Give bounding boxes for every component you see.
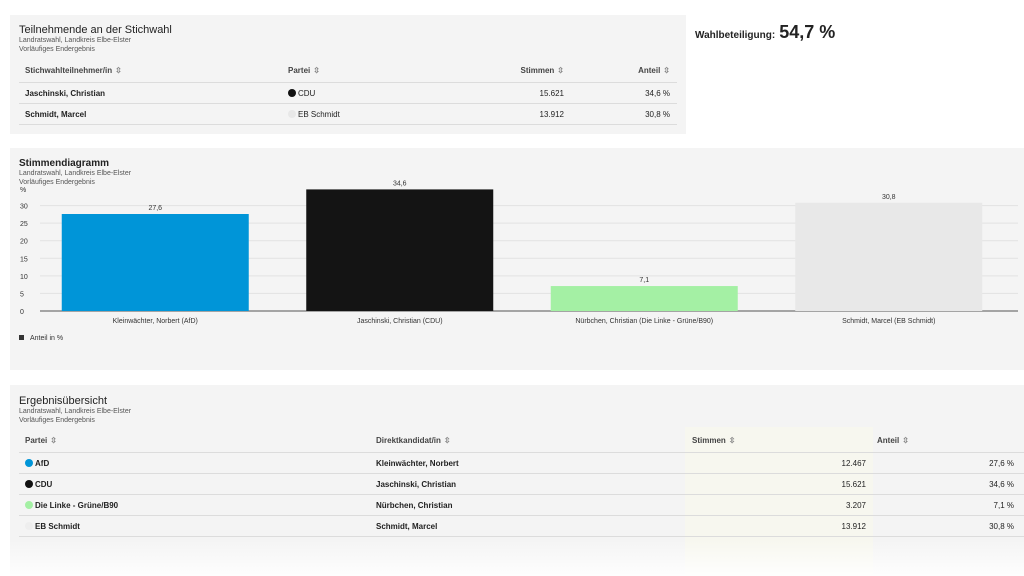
turnout-value: 54,7 %: [779, 22, 836, 42]
runoff-header-share[interactable]: Anteil ⇳: [638, 66, 670, 75]
runoff-row-party: CDU: [288, 89, 315, 98]
party-color-icon: [25, 459, 33, 467]
sort-icon: ⇳: [313, 66, 320, 75]
y-tick-label: 30: [20, 204, 28, 211]
overview-header-party[interactable]: Partei ⇳: [25, 436, 57, 445]
overview-row-party: Die Linke - Grüne/B90: [25, 501, 118, 510]
runoff-header-votes[interactable]: Stimmen ⇳: [520, 66, 565, 75]
divider: [19, 124, 677, 125]
x-tick-label: Kleinwächter, Norbert (AfD): [113, 318, 198, 325]
runoff-header-party[interactable]: Partei ⇳: [288, 66, 320, 75]
sort-icon: ⇳: [902, 436, 909, 445]
chart-panel: Stimmendiagramm Landratswahl, Landkreis …: [10, 148, 1024, 370]
overview-row-votes: 3.207: [845, 501, 866, 510]
overview-row-candidate: Nürbchen, Christian: [376, 501, 453, 510]
overview-row-share: 27,6 %: [989, 459, 1014, 468]
overview-row-party: CDU: [25, 480, 52, 489]
bar: [550, 286, 738, 311]
bar: [795, 202, 983, 311]
runoff-row-party: EB Schmidt: [288, 110, 340, 119]
sort-icon: ⇳: [728, 436, 736, 445]
chart-status: Vorläufiges Endergebnis: [19, 179, 95, 186]
bar-value-label: 7,1: [639, 277, 649, 284]
runoff-panel: Teilnehmende an der Stichwahl Landratswa…: [10, 15, 686, 134]
bar-chart: % 0 5 10 15 20 25 30 27,6 Kleinwächter, Norbert (…: [19, 180, 1018, 342]
overview-row-votes: 13.912: [841, 522, 866, 531]
divider: [19, 536, 1024, 537]
y-tick-label: 10: [20, 274, 28, 281]
overview-row-party: AfD: [25, 459, 49, 468]
runoff-row-candidate: Jaschinski, Christian: [25, 89, 106, 98]
overview-status: Vorläufiges Endergebnis: [19, 417, 95, 424]
y-tick-label: 5: [20, 291, 24, 298]
overview-row-votes: 15.621: [841, 480, 866, 489]
divider: [19, 452, 1024, 453]
y-axis-unit-label: %: [20, 187, 26, 194]
bar-value-label: 30,8: [882, 194, 896, 201]
runoff-subtitle: Landratswahl, Landkreis Elbe-Elster: [19, 37, 132, 44]
chart-subtitle: Landratswahl, Landkreis Elbe-Elster: [19, 170, 132, 177]
runoff-row-votes: 13.912: [539, 110, 564, 119]
overview-subtitle: Landratswahl, Landkreis Elbe-Elster: [19, 408, 132, 415]
overview-header-candidate[interactable]: Direktkandidat/in ⇳: [376, 436, 451, 445]
party-color-icon: [25, 501, 33, 509]
overview-row-share: 30,8 %: [989, 522, 1014, 531]
runoff-row-share: 30,8 %: [645, 110, 670, 119]
legend-swatch: [19, 335, 24, 340]
party-color-icon: [288, 89, 296, 97]
runoff-header-candidate[interactable]: Stichwahlteilnehmer/in ⇳: [25, 66, 122, 75]
overview-header-votes[interactable]: Stimmen ⇳: [692, 436, 736, 445]
overview-row-party: EB Schmidt: [25, 522, 80, 531]
runoff-status: Vorläufiges Endergebnis: [19, 46, 95, 53]
divider: [19, 103, 677, 104]
runoff-row-share: 34,6 %: [645, 89, 670, 98]
party-color-icon: [25, 480, 33, 488]
x-tick-label: Nürbchen, Christian (Die Linke - Grüne/B…: [575, 318, 713, 325]
sort-icon: ⇳: [663, 66, 670, 75]
divider: [19, 473, 1024, 474]
runoff-row-votes: 15.621: [539, 89, 564, 98]
legend-label: Anteil in %: [30, 335, 63, 342]
overview-row-share: 34,6 %: [989, 480, 1014, 489]
y-tick-label: 0: [20, 309, 24, 316]
overview-row-candidate: Kleinwächter, Norbert: [376, 459, 459, 468]
sort-icon: ⇳: [50, 436, 57, 445]
divider: [19, 82, 677, 83]
overview-row-share: 7,1 %: [993, 501, 1014, 510]
bar: [61, 214, 249, 311]
party-color-icon: [25, 522, 33, 530]
overview-row-candidate: Jaschinski, Christian: [376, 480, 457, 489]
turnout: Wahlbeteiligung: 54,7 %: [695, 22, 835, 43]
overview-row-candidate: Schmidt, Marcel: [376, 522, 438, 531]
sort-icon: ⇳: [115, 66, 122, 75]
divider: [19, 515, 1024, 516]
runoff-row-candidate: Schmidt, Marcel: [25, 110, 87, 119]
party-color-icon: [288, 110, 296, 118]
divider: [19, 494, 1024, 495]
x-tick-label: Schmidt, Marcel (EB Schmidt): [842, 318, 935, 325]
sort-icon: ⇳: [443, 436, 451, 445]
bar-value-label: 34,6: [393, 180, 407, 187]
overview-title: Ergebnisübersicht: [19, 395, 108, 407]
chart-title: Stimmendiagramm: [19, 158, 110, 169]
bar-value-label: 27,6: [148, 205, 162, 212]
x-tick-label: Jaschinski, Christian (CDU): [357, 318, 443, 325]
bottom-fade: [0, 540, 1024, 576]
runoff-title: Teilnehmende an der Stichwahl: [19, 24, 172, 36]
overview-header-share[interactable]: Anteil ⇳: [877, 436, 909, 445]
y-tick-label: 25: [20, 221, 28, 228]
bar: [306, 189, 494, 311]
turnout-label: Wahlbeteiligung:: [695, 30, 776, 41]
y-tick-label: 20: [20, 239, 28, 246]
y-tick-label: 15: [20, 256, 28, 263]
sort-icon: ⇳: [557, 66, 564, 75]
overview-row-votes: 12.467: [841, 459, 866, 468]
